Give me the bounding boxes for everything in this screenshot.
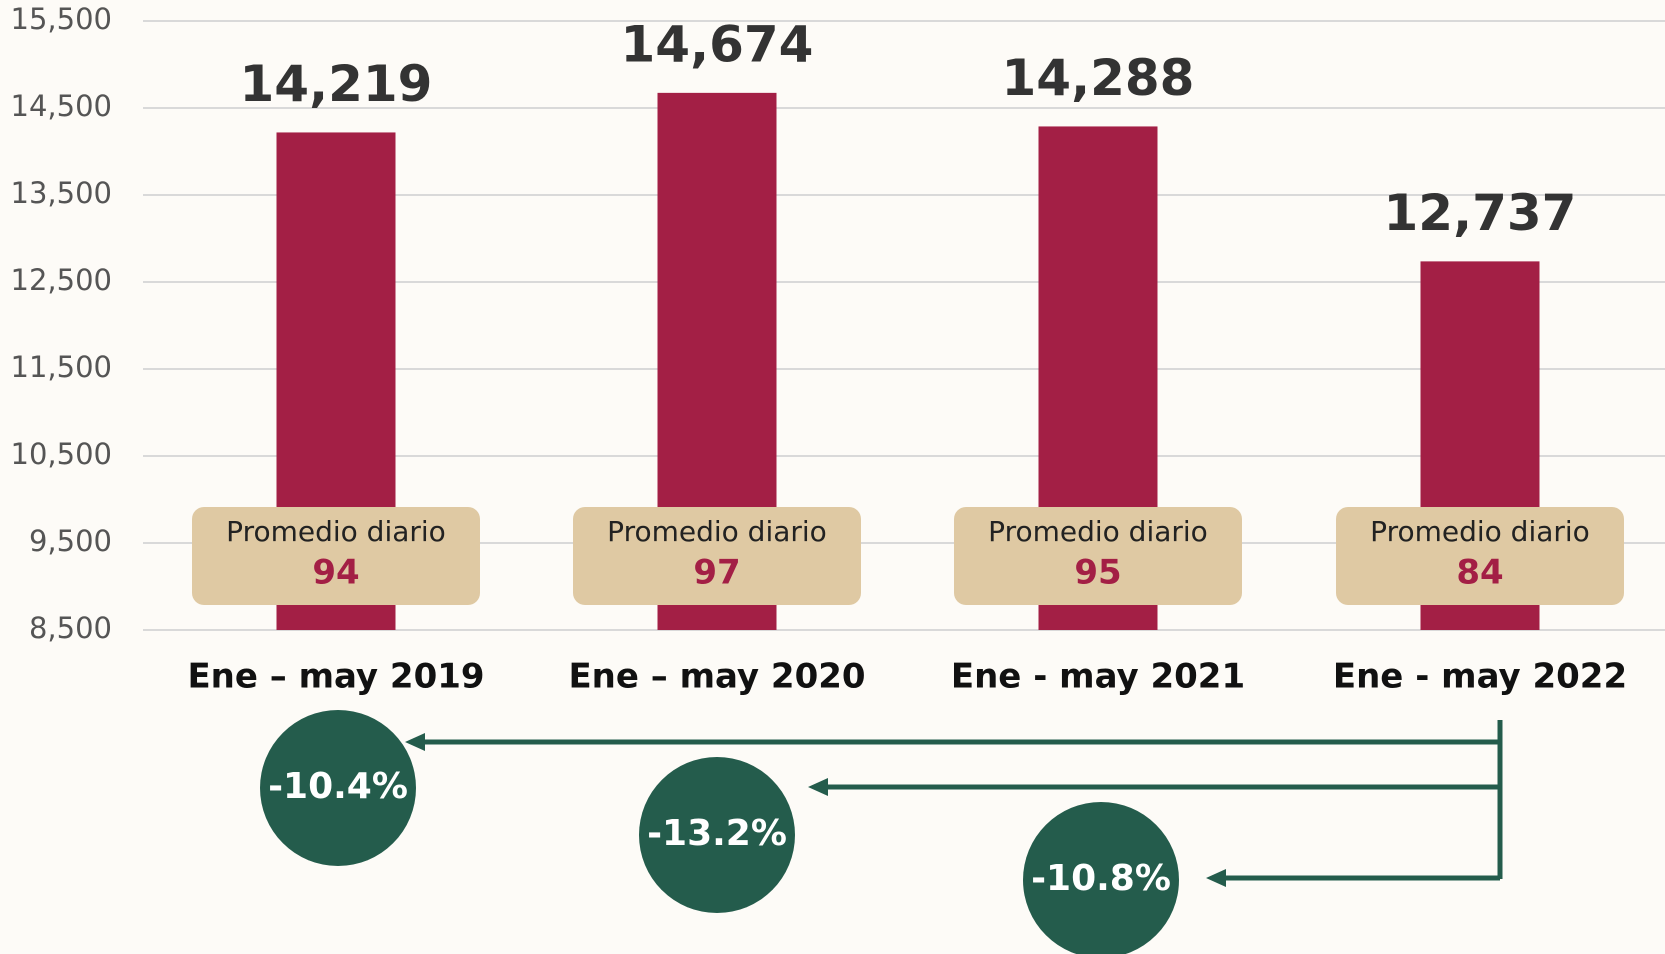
y-tick-label: 12,500 <box>11 263 112 297</box>
x-tick-label: Ene – may 2019 <box>187 657 484 697</box>
average-box <box>1336 507 1624 605</box>
average-value: 95 <box>1074 553 1121 593</box>
y-tick-label: 11,500 <box>11 350 112 384</box>
average-value: 97 <box>693 553 740 593</box>
change-label: -10.8% <box>1031 858 1171 899</box>
x-tick-label: Ene - may 2021 <box>951 657 1245 697</box>
change-label: -10.4% <box>268 766 408 807</box>
arrow-head <box>405 733 425 751</box>
comparison-arrows <box>420 720 1503 881</box>
y-tick-label: 9,500 <box>29 524 112 558</box>
x-tick-label: Ene - may 2022 <box>1333 657 1627 697</box>
average-value: 94 <box>312 553 359 593</box>
value-label: 12,737 <box>1384 184 1577 242</box>
arrow-head <box>808 778 828 796</box>
average-label: Promedio diario <box>226 515 446 548</box>
y-tick-label: 8,500 <box>29 611 112 645</box>
value-label: 14,219 <box>240 55 433 113</box>
arrow-heads <box>405 733 1226 887</box>
x-tick-label: Ene – may 2020 <box>568 657 865 697</box>
change-label: -13.2% <box>647 813 787 854</box>
change-badge <box>1023 802 1179 954</box>
y-tick-label: 13,500 <box>11 176 112 210</box>
arrow-head <box>1206 869 1226 887</box>
average-label: Promedio diario <box>607 515 827 548</box>
y-tick-label: 10,500 <box>11 437 112 471</box>
y-tick-label: 15,500 <box>11 2 112 36</box>
average-label: Promedio diario <box>988 515 1208 548</box>
change-badge <box>639 757 795 913</box>
average-label: Promedio diario <box>1370 515 1590 548</box>
value-label: 14,288 <box>1002 49 1195 107</box>
change-badge <box>260 710 416 866</box>
y-tick-label: 14,500 <box>11 89 112 123</box>
average-box <box>573 507 861 605</box>
average-box <box>954 507 1242 605</box>
value-label: 14,674 <box>621 15 814 73</box>
average-box <box>192 507 480 605</box>
average-value: 84 <box>1456 553 1503 593</box>
